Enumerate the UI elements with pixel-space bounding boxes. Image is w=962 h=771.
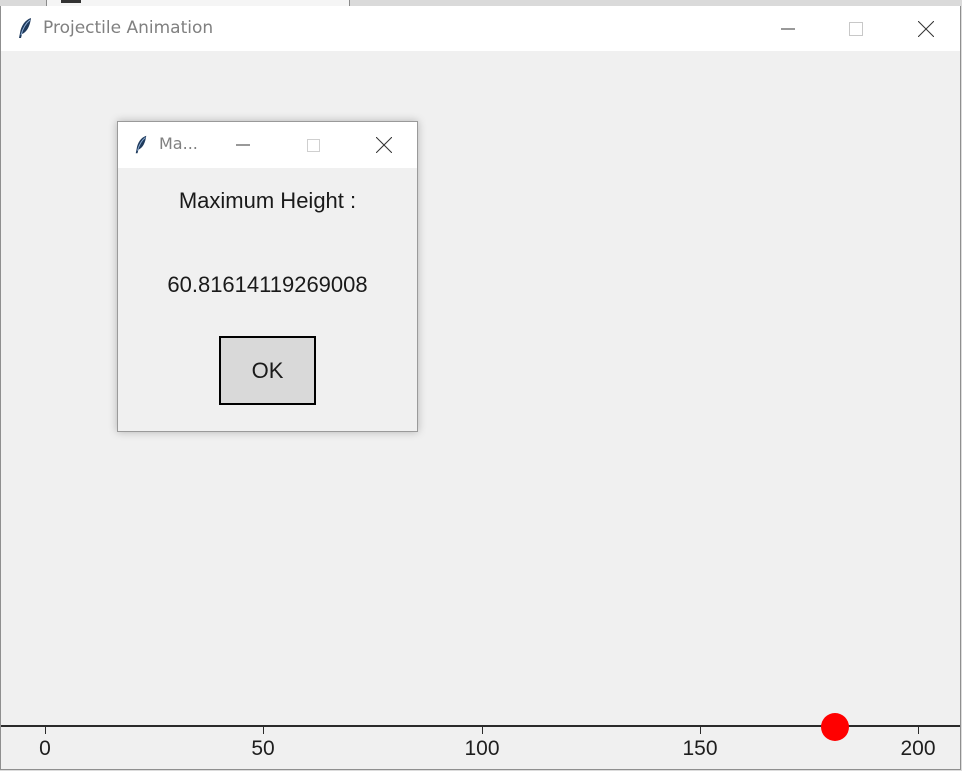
dialog-title: Ma... [159, 134, 198, 153]
x-axis-tick-label: 50 [251, 737, 275, 760]
x-axis-tick-label: 150 [682, 737, 718, 760]
main-titlebar[interactable]: Projectile Animation [1, 6, 960, 51]
dialog-maximize-button[interactable] [288, 122, 338, 168]
feather-icon [134, 134, 148, 155]
minimize-button[interactable] [757, 6, 819, 51]
maximize-icon [306, 138, 320, 152]
close-icon [376, 137, 392, 153]
background-window-tab [46, 0, 350, 6]
dialog-close-button[interactable] [359, 122, 409, 168]
minimize-icon [781, 28, 795, 29]
x-axis-line [1, 725, 960, 727]
x-axis-tick [263, 726, 264, 734]
x-axis-tick-label: 100 [464, 737, 500, 760]
x-axis-tick [482, 726, 483, 734]
maximize-icon [849, 21, 863, 36]
window-title: Projectile Animation [43, 18, 214, 38]
maximum-height-value: 60.81614119269008 [167, 272, 368, 297]
maximize-button[interactable] [825, 6, 887, 51]
dialog-minimize-button[interactable] [218, 122, 268, 168]
projectile-ball [821, 713, 850, 741]
x-axis-tick [700, 726, 701, 734]
dialog-heading: Maximum Height : [178, 188, 357, 213]
dialog-titlebar[interactable]: Ma... [118, 122, 417, 168]
x-axis-tick-label: 200 [900, 737, 936, 760]
x-axis-tick [918, 726, 919, 734]
background-window-strip [0, 0, 962, 6]
x-axis-tick-label: 0 [39, 737, 51, 760]
close-icon [918, 20, 934, 37]
maximum-height-dialog: Ma... Maximum Height : 60.81614119269008… [117, 121, 418, 432]
close-button[interactable] [895, 6, 957, 51]
feather-icon [17, 17, 33, 39]
x-axis-tick [45, 726, 46, 734]
minimize-icon [236, 144, 250, 146]
ok-button[interactable]: OK [219, 336, 316, 405]
